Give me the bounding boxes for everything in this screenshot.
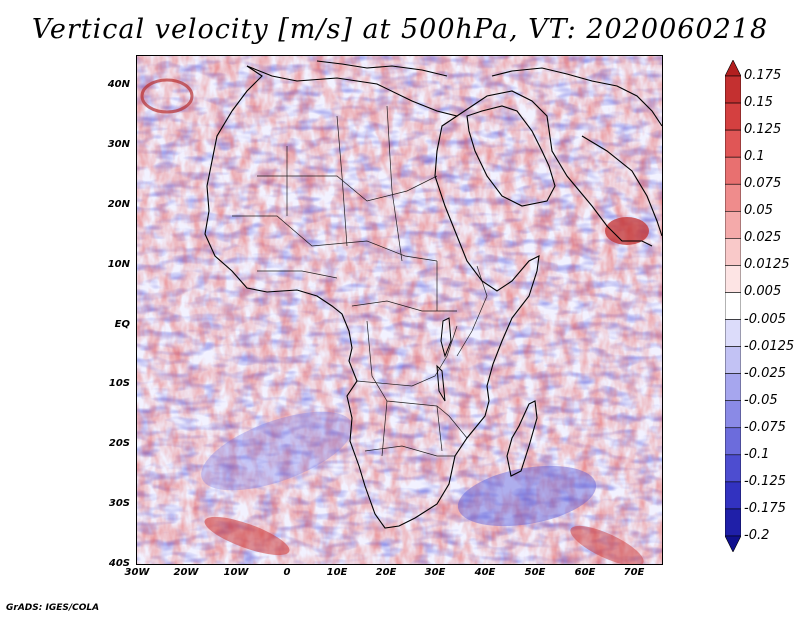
colorbar-tick-label: -0.005 <box>744 311 786 327</box>
lon-label: 20E <box>375 567 397 578</box>
coastlines <box>204 60 662 529</box>
colorbar-tick-label: -0.1 <box>744 446 770 462</box>
colorbar-cell <box>725 346 741 374</box>
lon-label: 10W <box>223 567 249 578</box>
colorbar <box>725 60 741 552</box>
colorbar-tick-label: -0.0125 <box>744 338 795 354</box>
colorbar-cell <box>725 508 741 537</box>
lat-label: 40S <box>108 558 130 569</box>
lon-label: 70E <box>623 567 645 578</box>
chart-title: Vertical velocity [m/s] at 500hPa, VT: 2… <box>31 14 769 45</box>
lat-label: 30N <box>107 139 130 150</box>
lat-label: EQ <box>114 319 130 330</box>
colorbar-cell <box>725 183 741 212</box>
colorbar-cell <box>725 102 741 131</box>
colorbar-cell <box>725 427 741 456</box>
ascent-patch-south-indian <box>570 525 644 564</box>
colorbar-tick-label: 0.1 <box>744 149 765 165</box>
colorbar-cell <box>725 400 741 429</box>
colorbar-cell <box>725 238 741 266</box>
colorbar-cell <box>725 265 741 293</box>
lon-label: 30W <box>124 567 150 578</box>
credit-text: GrADS: IGES/COLA <box>6 603 100 613</box>
colorbar-tick-label: -0.125 <box>744 473 786 489</box>
colorbar-tick-label: -0.075 <box>744 419 786 435</box>
colorbar-tick-label: 0.05 <box>744 203 773 219</box>
lon-label: 60E <box>574 567 596 578</box>
descent-patch-atlantic <box>201 411 353 491</box>
colorbar-cell <box>725 156 741 185</box>
lat-label: 10N <box>107 259 130 270</box>
colorbar-tick-label: 0.005 <box>744 284 782 300</box>
ascent-patch-arabian-sea <box>605 217 649 245</box>
colorbar-cell <box>725 60 741 77</box>
colorbar-cell <box>725 319 741 347</box>
colorbar-tick-label: 0.175 <box>744 68 782 83</box>
colorbar-tick-label: -0.025 <box>744 365 786 381</box>
colorbar-tick-label: 0.025 <box>744 230 782 246</box>
lat-label: 30S <box>108 498 130 509</box>
lat-label: 10S <box>108 378 130 389</box>
ascent-patch-south-atlantic <box>204 516 290 556</box>
lakes <box>436 317 452 402</box>
descent-patch-indian-ocean <box>457 465 597 527</box>
colorbar-cell <box>725 75 741 104</box>
lon-label: 40E <box>474 567 496 578</box>
lat-label: 20S <box>108 438 130 449</box>
colorbar-cell <box>725 454 741 483</box>
swirl-north-atlantic <box>140 78 194 114</box>
colorbar-tick-label: -0.05 <box>744 392 778 408</box>
lon-label: 50E <box>524 567 546 578</box>
colorbar-cell <box>725 481 741 510</box>
colorbar-tick-label: 0.15 <box>744 95 773 111</box>
vertical-velocity-field <box>137 56 662 564</box>
colorbar-cell <box>725 535 741 552</box>
colorbar-tick-label: 0.075 <box>744 176 782 192</box>
colorbar-cell <box>725 129 741 158</box>
colorbar-tick-label: 0.125 <box>744 122 782 138</box>
colorbar-cell <box>725 210 741 239</box>
lon-label: 30E <box>424 567 446 578</box>
lat-label: 40N <box>107 79 130 90</box>
lat-label: 20N <box>107 199 130 210</box>
lon-label: 20W <box>173 567 199 578</box>
lon-label: 0 <box>283 567 291 578</box>
lon-label: 10E <box>326 567 348 578</box>
colorbar-tick-label: -0.175 <box>744 500 786 516</box>
colorbar-cell <box>725 373 741 402</box>
map-panel <box>136 55 663 565</box>
colorbar-cell <box>725 292 741 320</box>
colorbar-tick-label: 0.0125 <box>744 257 790 273</box>
colorbar-tick-label: -0.2 <box>744 528 770 543</box>
country-borders <box>232 105 488 457</box>
